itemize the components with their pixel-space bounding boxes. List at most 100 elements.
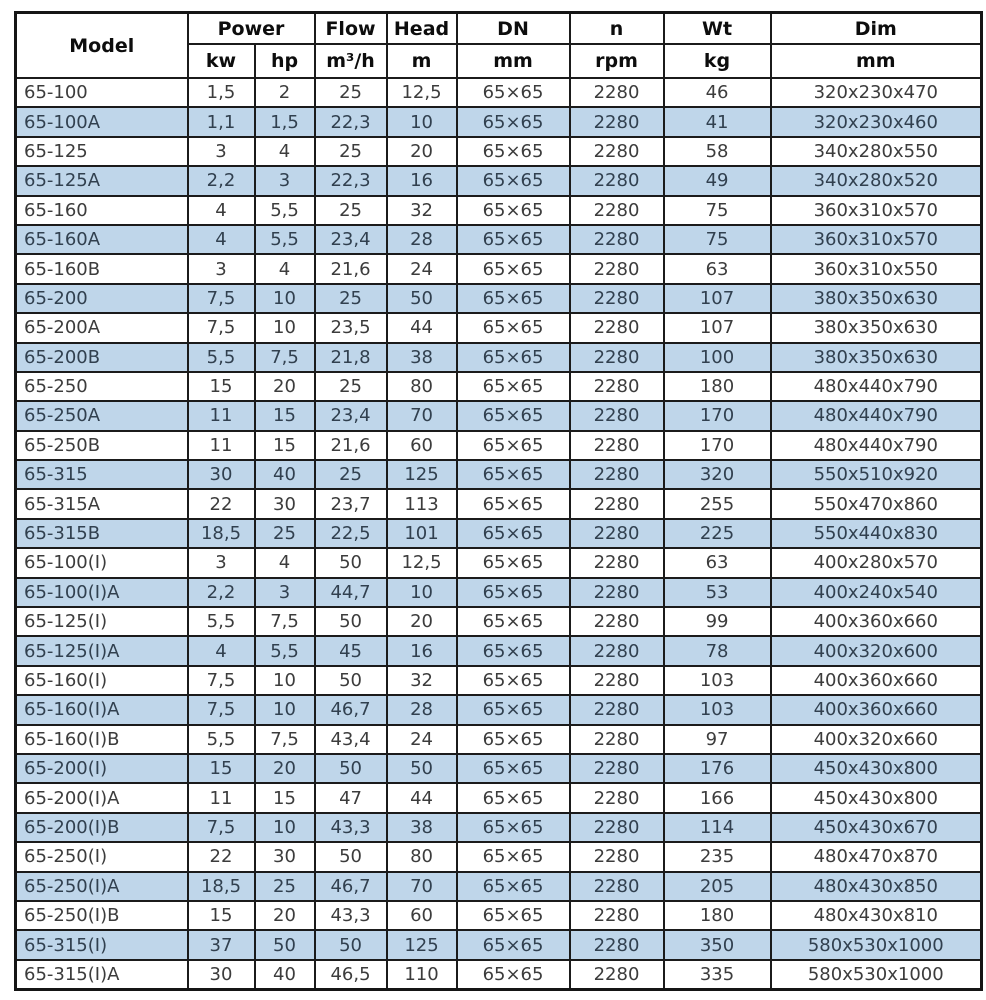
flow-cell: 25	[313, 459, 388, 491]
dn-cell: 65×65	[455, 752, 571, 785]
hp-cell: 4	[253, 253, 316, 285]
unit-header-kw: kw	[186, 43, 256, 79]
head-cell: 70	[385, 400, 458, 432]
head-cell: 125	[385, 459, 458, 491]
hp-cell: 4	[253, 135, 316, 168]
head-cell: 113	[385, 488, 458, 520]
model-cell: 65-125(I)A	[14, 635, 189, 667]
wt-cell: 63	[662, 253, 772, 285]
model-cell: 65-250A	[14, 400, 189, 432]
model-cell: 65-125	[14, 135, 189, 168]
model-cell: 65-200(I)A	[14, 782, 189, 814]
dim-cell: 380x350x630	[769, 282, 983, 315]
table-row: 65-200(I)B 7,5 10 43,3 38 65×65 2280 114 450x430…	[14, 811, 983, 844]
dn-cell: 65×65	[455, 194, 571, 226]
wt-cell: 166	[662, 782, 772, 814]
hp-cell: 15	[253, 429, 316, 462]
kw-cell: 5,5	[186, 723, 256, 755]
unit-header-head: m	[385, 43, 458, 79]
wt-cell: 99	[662, 606, 772, 638]
head-cell: 28	[385, 223, 458, 256]
flow-cell: 23,4	[313, 400, 388, 432]
dim-cell: 550x440x830	[769, 517, 983, 550]
dim-cell: 480x430x810	[769, 899, 983, 932]
dn-cell: 65×65	[455, 165, 571, 197]
n-cell: 2280	[568, 782, 665, 814]
table-row: 65-100(I)A 2,2 3 44,7 10 65×65 2280 53 400x240x5…	[14, 576, 983, 609]
model-cell: 65-160(I)	[14, 664, 189, 697]
table-row: 65-160(I)B 5,5 7,5 43,4 24 65×65 2280 97 400x320…	[14, 723, 983, 755]
flow-cell: 50	[313, 547, 388, 579]
dim-cell: 450x430x800	[769, 752, 983, 785]
model-cell: 65-250(I)B	[14, 899, 189, 932]
model-cell: 65-250B	[14, 429, 189, 462]
table-row: 65-160B 3 4 21,6 24 65×65 2280 63 360x310x550	[14, 253, 983, 285]
dn-cell: 65×65	[455, 488, 571, 520]
dn-cell: 65×65	[455, 958, 571, 991]
dim-cell: 480x440x790	[769, 400, 983, 432]
dim-cell: 480x470x870	[769, 841, 983, 873]
kw-cell: 5,5	[186, 606, 256, 638]
n-cell: 2280	[568, 341, 665, 373]
dim-cell: 550x470x860	[769, 488, 983, 520]
unit-header-n: rpm	[568, 43, 665, 79]
model-cell: 65-200	[14, 282, 189, 315]
n-cell: 2280	[568, 694, 665, 726]
kw-cell: 15	[186, 752, 256, 785]
table-row: 65-200(I) 15 20 50 50 65×65 2280 176 450x430x800	[14, 752, 983, 785]
model-cell: 65-125(I)	[14, 606, 189, 638]
flow-cell: 50	[313, 752, 388, 785]
hp-cell: 7,5	[253, 341, 316, 373]
n-cell: 2280	[568, 76, 665, 109]
model-cell: 65-315A	[14, 488, 189, 520]
table-row: 65-250 15 20 25 80 65×65 2280 180 480x440x790	[14, 370, 983, 403]
wt-cell: 350	[662, 929, 772, 961]
kw-cell: 4	[186, 223, 256, 256]
dim-cell: 380x350x630	[769, 341, 983, 373]
table-row: 65-250(I) 22 30 50 80 65×65 2280 235 480x470x870	[14, 841, 983, 873]
flow-cell: 22,3	[313, 106, 388, 138]
hp-cell: 3	[253, 165, 316, 197]
dim-cell: 380x350x630	[769, 312, 983, 344]
hp-cell: 7,5	[253, 606, 316, 638]
wt-cell: 103	[662, 664, 772, 697]
table-body: 65-100 1,5 2 25 12,5 65×65 2280 46 320x230x470 65…	[14, 76, 983, 991]
hp-cell: 15	[253, 400, 316, 432]
dn-cell: 65×65	[455, 429, 571, 462]
kw-cell: 30	[186, 958, 256, 991]
kw-cell: 37	[186, 929, 256, 961]
n-cell: 2280	[568, 370, 665, 403]
dn-cell: 65×65	[455, 135, 571, 168]
head-cell: 50	[385, 282, 458, 315]
head-cell: 70	[385, 870, 458, 902]
wt-cell: 235	[662, 841, 772, 873]
kw-cell: 30	[186, 459, 256, 491]
flow-cell: 46,7	[313, 694, 388, 726]
head-cell: 80	[385, 370, 458, 403]
table-row: 65-315(I)A 30 40 46,5 110 65×65 2280 335 580x530…	[14, 958, 983, 991]
head-cell: 10	[385, 576, 458, 609]
n-cell: 2280	[568, 606, 665, 638]
wt-cell: 58	[662, 135, 772, 168]
column-header-dim: Dim	[769, 11, 983, 45]
flow-cell: 44,7	[313, 576, 388, 609]
flow-cell: 23,7	[313, 488, 388, 520]
column-header-power: Power	[186, 11, 316, 45]
header-row-units: kw hp m³/h m mm rpm kg mm	[16, 43, 983, 79]
table-row: 65-315A 22 30 23,7 113 65×65 2280 255 550x470x86…	[14, 488, 983, 520]
model-cell: 65-200(I)	[14, 752, 189, 785]
column-header-n: n	[568, 11, 665, 45]
table-row: 65-125 3 4 25 20 65×65 2280 58 340x280x550	[14, 135, 983, 168]
model-cell: 65-200(I)B	[14, 811, 189, 844]
table-row: 65-125(I) 5,5 7,5 50 20 65×65 2280 99 400x360x66…	[14, 606, 983, 638]
dn-cell: 65×65	[455, 400, 571, 432]
n-cell: 2280	[568, 958, 665, 991]
table-row: 65-200(I)A 11 15 47 44 65×65 2280 166 450x430x80…	[14, 782, 983, 814]
dn-cell: 65×65	[455, 576, 571, 609]
model-cell: 65-250(I)A	[14, 870, 189, 902]
head-cell: 101	[385, 517, 458, 550]
flow-cell: 25	[313, 76, 388, 109]
kw-cell: 7,5	[186, 694, 256, 726]
kw-cell: 2,2	[186, 576, 256, 609]
table-row: 65-160(I)A 7,5 10 46,7 28 65×65 2280 103 400x360…	[14, 694, 983, 726]
